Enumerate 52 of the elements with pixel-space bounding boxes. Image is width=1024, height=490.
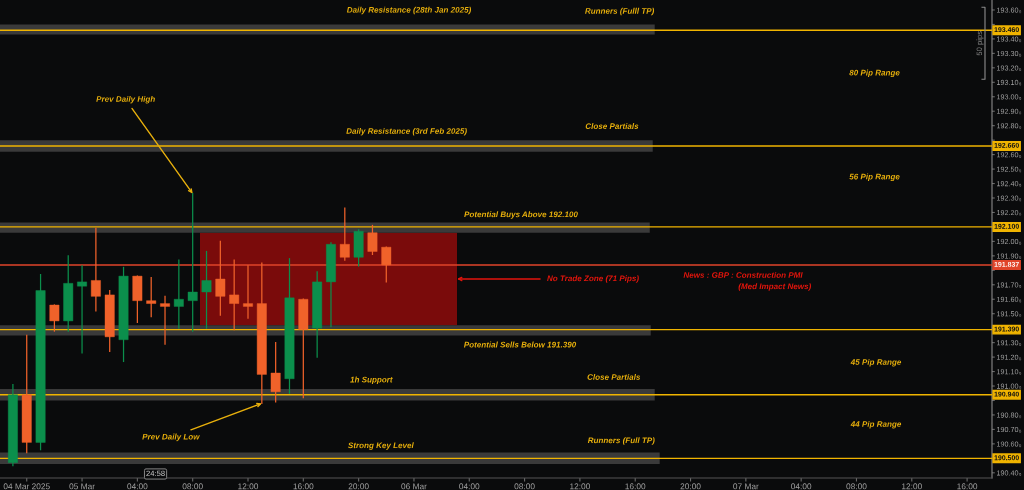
x-tick-label: 05 Mar — [69, 483, 95, 490]
candlestick — [77, 265, 87, 354]
annotation: Close Partials — [587, 373, 641, 380]
annotation: Runners (Full TP) — [587, 437, 655, 445]
annotation: News : GBP : Construction PMI — [683, 271, 803, 278]
x-tick-label: 06 Mar — [401, 483, 427, 490]
annotation: 44 Pip Range — [850, 420, 902, 429]
candlestick — [49, 304, 60, 332]
annotation: 1h Support — [350, 376, 393, 385]
candlestick — [215, 240, 226, 316]
annotation: Daily Resistance (3rd Feb 2025) — [346, 127, 467, 136]
x-tick-label: 07 Mar — [733, 483, 759, 490]
candlestick — [160, 295, 170, 345]
annotation: Prev Daily High — [96, 95, 155, 104]
x-tick-label: 04:00 — [127, 483, 148, 490]
x-tick-label: 12:00 — [902, 483, 922, 490]
annotation: Potential Sells Below 191.390 — [463, 341, 577, 348]
band-label: No Trade Zone (71 Pips) — [547, 275, 639, 283]
candlestick — [339, 207, 350, 261]
candlestick — [229, 259, 240, 331]
candlestick — [243, 265, 253, 319]
candlestick — [187, 193, 198, 332]
x-tick-label: 04 Mar 2025 — [3, 483, 50, 490]
candlestick — [90, 227, 101, 312]
x-tick-label: 12:00 — [238, 483, 259, 490]
x-tick-label: 16:00 — [957, 483, 978, 490]
candlestick — [173, 259, 184, 329]
x-tick-label: 08:00 — [182, 483, 203, 490]
candlestick — [201, 250, 212, 329]
x-tick-label: 04:00 — [459, 483, 480, 490]
x-tick-label: 12:00 — [570, 483, 590, 490]
candlestick — [270, 342, 281, 403]
annotation: Prev Daily Low — [142, 433, 200, 442]
x-tick-label: 16:00 — [625, 483, 646, 490]
x-tick-label: 16:00 — [293, 483, 314, 490]
candlestick — [381, 246, 392, 283]
annotation: 56 Pip Range — [849, 173, 900, 182]
annotation: (Med Impact News) — [738, 283, 811, 291]
candlestick — [367, 224, 378, 256]
x-tick-label: 20:00 — [348, 483, 369, 490]
annotation: Close Partials — [585, 123, 639, 129]
annotation: 80 Pip Range — [849, 69, 900, 78]
x-tick-label: 08:00 — [846, 483, 867, 490]
annotation: Runners (Fulll TP) — [585, 7, 655, 16]
annotation: Potential Buys Above 192.100 — [464, 211, 578, 219]
x-tick-label: 04:00 — [791, 483, 812, 490]
annotation: Daily Resistance (28th Jan 2025) — [346, 6, 472, 15]
annotation: Strong Key Level — [348, 442, 414, 450]
x-tick-label: 08:00 — [514, 483, 535, 490]
x-tick-label: 20:00 — [680, 483, 701, 490]
annotation: 45 Pip Range — [850, 358, 902, 367]
candlestick — [146, 276, 157, 318]
